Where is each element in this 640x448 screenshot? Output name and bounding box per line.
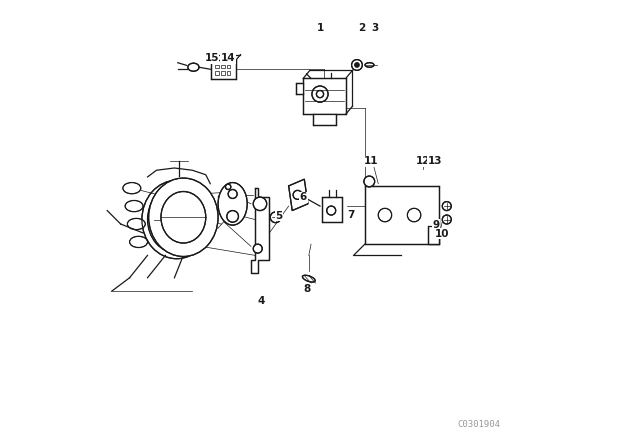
Text: 4: 4 <box>257 296 264 306</box>
Circle shape <box>253 244 262 253</box>
Bar <box>365 186 439 244</box>
Bar <box>211 60 236 79</box>
Ellipse shape <box>147 186 206 253</box>
Text: 7: 7 <box>348 210 355 220</box>
Circle shape <box>378 208 392 222</box>
Ellipse shape <box>125 200 143 211</box>
Text: 11: 11 <box>364 156 379 166</box>
Circle shape <box>225 184 231 190</box>
Ellipse shape <box>127 218 145 229</box>
Bar <box>323 197 342 222</box>
Bar <box>221 65 225 68</box>
Circle shape <box>316 90 324 98</box>
Text: C0301904: C0301904 <box>458 420 500 429</box>
Polygon shape <box>289 179 308 211</box>
Circle shape <box>364 176 374 187</box>
Ellipse shape <box>303 275 315 282</box>
Ellipse shape <box>142 180 211 259</box>
Circle shape <box>442 215 451 224</box>
Circle shape <box>253 197 267 211</box>
Text: 6: 6 <box>300 192 307 202</box>
Ellipse shape <box>365 63 374 67</box>
Ellipse shape <box>218 182 247 225</box>
Circle shape <box>407 208 421 222</box>
Ellipse shape <box>123 182 141 194</box>
Circle shape <box>442 202 451 211</box>
Circle shape <box>326 206 336 215</box>
Circle shape <box>355 63 359 67</box>
Circle shape <box>351 60 362 70</box>
Text: 5: 5 <box>275 211 282 221</box>
Text: 12: 12 <box>416 156 430 166</box>
Bar <box>215 65 219 68</box>
Bar <box>227 65 230 68</box>
Ellipse shape <box>188 63 199 71</box>
Text: 3: 3 <box>371 23 378 33</box>
Ellipse shape <box>161 192 206 243</box>
Ellipse shape <box>148 178 218 256</box>
Circle shape <box>293 190 302 199</box>
Bar <box>296 83 303 94</box>
Text: 15: 15 <box>204 53 219 63</box>
Bar <box>428 226 439 244</box>
Text: 10: 10 <box>435 229 449 239</box>
Bar <box>314 114 336 125</box>
Bar <box>227 71 230 75</box>
Text: 1: 1 <box>316 23 324 33</box>
Polygon shape <box>251 188 269 273</box>
Text: 2: 2 <box>358 23 365 33</box>
Circle shape <box>312 86 328 102</box>
Ellipse shape <box>154 194 199 246</box>
Text: 13: 13 <box>428 156 442 166</box>
Text: 8: 8 <box>303 284 310 294</box>
Text: 9: 9 <box>432 220 439 230</box>
Ellipse shape <box>129 237 147 247</box>
Circle shape <box>227 211 239 222</box>
Bar <box>303 78 346 114</box>
Circle shape <box>228 190 237 198</box>
Circle shape <box>270 212 281 223</box>
Bar <box>221 71 225 75</box>
Bar <box>215 71 219 75</box>
Text: 14: 14 <box>221 53 236 63</box>
